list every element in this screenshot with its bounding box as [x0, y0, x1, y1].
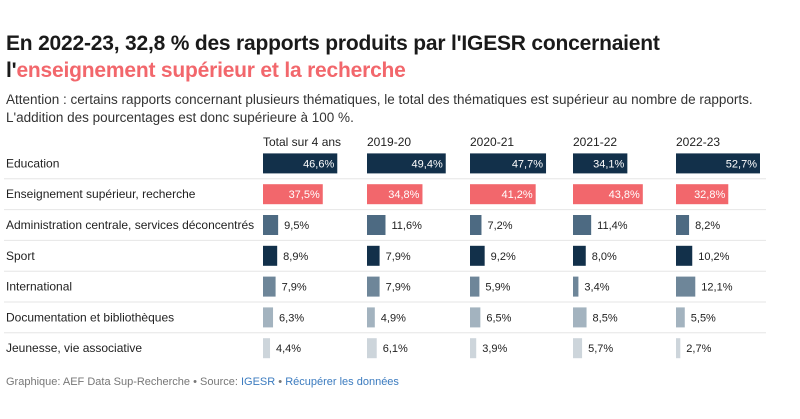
value-bar [573, 184, 643, 205]
value-bar [263, 245, 278, 266]
value-label: 41,2% [501, 189, 532, 201]
value-label: 47,7% [512, 158, 543, 170]
value-label: 46,6% [303, 158, 334, 170]
value-bar [263, 307, 274, 328]
value-bar [573, 276, 579, 297]
column-header: 2022-23 [676, 135, 720, 149]
row-label: Education [6, 156, 59, 170]
chart-title-main: En 2022-23, 32,8 % des rapports produits… [6, 32, 660, 82]
value-label: 7,9% [386, 282, 411, 294]
value-bar [573, 215, 592, 235]
value-bar [470, 338, 477, 359]
value-label: 43,8% [609, 189, 640, 201]
value-bar [367, 184, 423, 205]
value-label: 7,9% [282, 282, 307, 294]
value-bar [367, 307, 375, 328]
value-bar [263, 184, 323, 205]
value-label: 6,5% [486, 312, 511, 324]
value-label: 7,9% [386, 251, 411, 263]
value-bar [470, 276, 480, 297]
value-label: 5,7% [588, 343, 613, 355]
chart-footer: Graphique: AEF Data Sup-Recherche • Sour… [6, 376, 399, 388]
value-bar [470, 184, 536, 205]
value-label: 9,2% [491, 251, 516, 263]
value-label: 11,6% [391, 220, 422, 232]
column-header: 2020-21 [470, 135, 514, 149]
source-text: Graphique: AEF Data Sup-Recherche • Sour… [6, 376, 241, 388]
value-bar [263, 215, 279, 235]
row-label: Documentation et bibliothèques [6, 310, 174, 324]
value-bar [676, 184, 729, 205]
value-label: 8,2% [695, 220, 720, 232]
value-bar [676, 245, 693, 266]
value-bar [676, 215, 690, 235]
value-bar [367, 153, 446, 174]
row-label: Enseignement supérieur, recherche [6, 187, 196, 201]
value-label: 8,9% [283, 251, 308, 263]
download-data-link[interactable]: Récupérer les données [285, 376, 399, 388]
value-label: 3,9% [482, 343, 507, 355]
value-bar [367, 276, 380, 297]
value-bar [470, 245, 485, 266]
value-label: 7,2% [487, 220, 512, 232]
value-bar [573, 153, 628, 174]
value-label: 32,8% [694, 189, 725, 201]
chart-title: En 2022-23, 32,8 % des rapports produits… [6, 30, 786, 84]
value-label: 8,5% [593, 312, 618, 324]
value-bar [573, 338, 583, 359]
row-label: International [6, 280, 72, 294]
value-label: 37,5% [289, 189, 320, 201]
row-label: Administration centrale, services déconc… [6, 218, 254, 232]
value-label: 5,9% [485, 282, 510, 294]
value-label: 8,0% [592, 251, 617, 263]
value-bar [676, 153, 760, 174]
value-bar [367, 245, 380, 266]
value-label: 11,4% [597, 220, 628, 232]
footer-separator: • [275, 376, 286, 388]
value-label: 5,5% [691, 312, 716, 324]
value-bar [263, 338, 271, 359]
source-link[interactable]: IGESR [240, 376, 276, 388]
value-label: 4,9% [381, 312, 406, 324]
value-bar [263, 153, 338, 174]
value-bar [367, 338, 377, 359]
value-label: 4,4% [276, 343, 301, 355]
row-label: Jeunesse, vie associative [6, 341, 142, 355]
value-bar [367, 215, 386, 235]
value-bar [676, 307, 685, 328]
value-bar [470, 307, 481, 328]
value-label: 34,1% [593, 158, 624, 170]
value-label: 2,7% [686, 343, 711, 355]
value-label: 49,4% [412, 158, 443, 170]
value-bar [470, 215, 482, 235]
value-label: 52,7% [726, 158, 757, 170]
value-label: 10,2% [698, 251, 729, 263]
value-label: 12,1% [701, 282, 732, 294]
value-bar [263, 276, 276, 297]
value-bar [676, 276, 696, 297]
chart-title-highlight: enseignement supérieur et la recherche [16, 59, 406, 82]
column-header: Total sur 4 ans [263, 135, 341, 149]
value-label: 6,3% [279, 312, 304, 324]
value-label: 9,5% [284, 220, 309, 232]
row-label: Sport [6, 249, 35, 263]
chart-note: Attention : certains rapports concernant… [6, 92, 753, 125]
value-bar [573, 245, 586, 266]
value-label: 3,4% [584, 282, 609, 294]
column-header: 2019-20 [367, 135, 411, 149]
value-bar [676, 338, 681, 359]
column-header: 2021-22 [573, 135, 617, 149]
value-label: 34,8% [388, 189, 419, 201]
value-label: 6,1% [383, 343, 408, 355]
value-bar [573, 307, 587, 328]
value-bar [470, 153, 547, 174]
